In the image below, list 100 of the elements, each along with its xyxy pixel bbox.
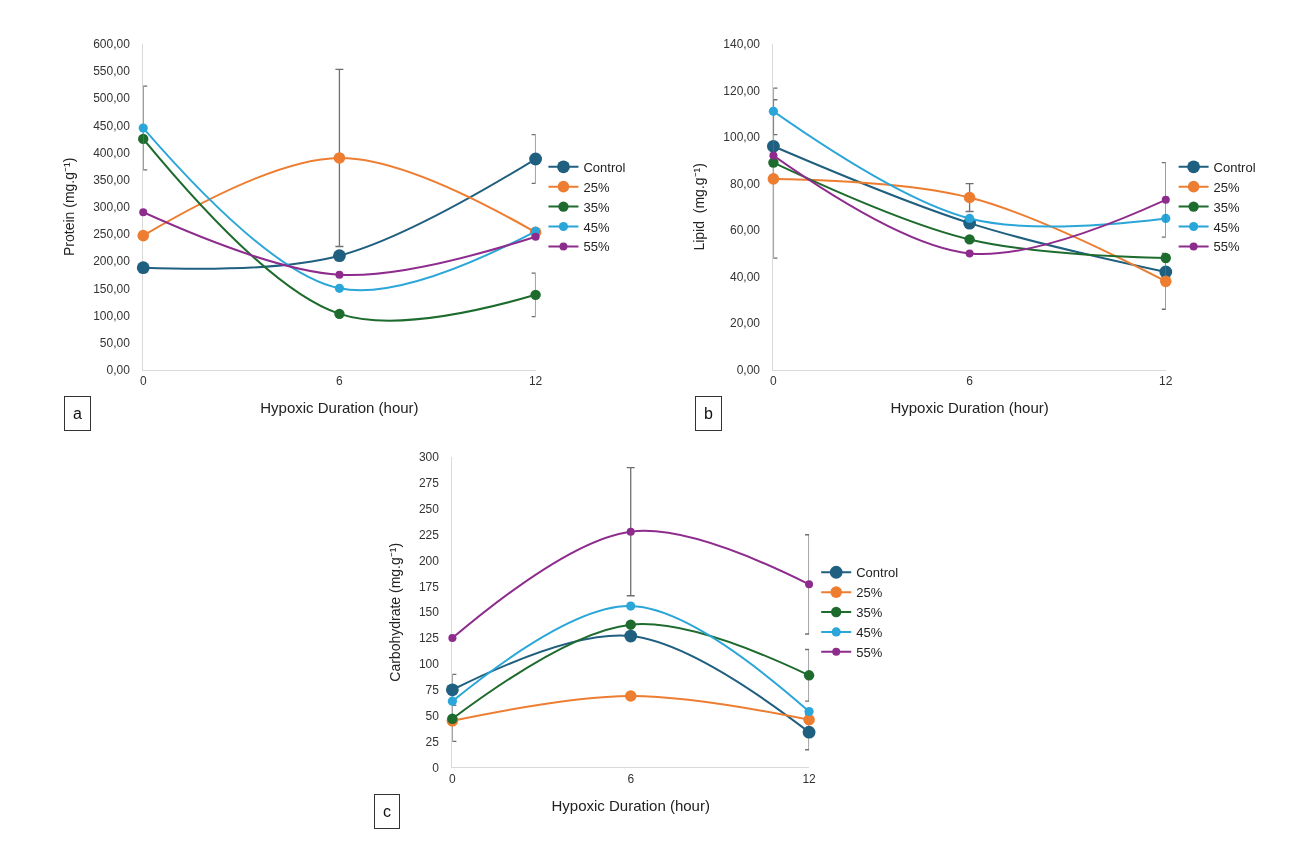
legend-label: 45% [1213,219,1241,235]
point [445,683,459,697]
y-tick-label: 450,00 [93,118,131,133]
y-tick-label: 275 [418,476,440,491]
legend-label: Control [583,159,626,175]
y-tick-label: 50 [425,708,440,723]
y-tick-label: 225 [418,527,440,542]
point [964,213,975,224]
point [1160,252,1171,264]
legend-label: 25% [1213,179,1241,195]
y-axis-title: Lipid (mg.g⁻¹) [690,163,707,251]
text: c [383,803,391,820]
y-tick-label: 550,00 [93,64,131,79]
x-axis-title: Hypoxic Duration (hour) [260,399,419,417]
y-tick-label: 120,00 [723,83,761,98]
point [626,527,635,536]
point [136,261,150,275]
point [964,234,975,245]
y-tick-label: 80,00 [729,176,761,191]
y-tick-label: 250,00 [93,227,131,242]
y-tick-label: 140,00 [723,37,761,52]
text: b [704,405,713,422]
y-tick-label: 100,00 [93,308,131,323]
legend-label: Control [1213,159,1256,175]
point [803,670,815,681]
point [769,151,778,160]
y-tick-label: 600,00 [93,37,131,52]
point [448,634,457,643]
point [624,690,637,702]
point [333,249,346,263]
y-tick-label: 50,00 [99,335,131,350]
point [1161,195,1170,204]
point [447,696,457,706]
legend-label: 55% [856,644,883,660]
legend-label: 55% [583,239,610,255]
x-tick-label: 12 [1159,374,1173,389]
x-tick-label: 0 [449,771,457,786]
point [805,580,814,589]
y-tick-label: 300 [418,450,440,465]
y-tick-label: 0 [432,760,440,775]
point [333,152,346,164]
y-tick-label: 300,00 [93,200,131,215]
legend-label: 25% [856,585,883,601]
x-tick-label: 12 [528,374,543,389]
y-tick-label: 100,00 [723,130,761,145]
y-tick-label: 350,00 [93,172,131,187]
legend-label: 35% [1213,199,1241,215]
y-tick-label: 25 [425,734,440,749]
y-tick-label: 20,00 [729,316,761,331]
point [531,232,540,241]
point [138,133,149,145]
point [529,152,542,166]
x-tick-label: 6 [627,771,635,786]
point [334,308,345,320]
point [334,283,345,293]
y-tick-label: 150,00 [93,281,131,296]
y-tick-label: 75 [425,682,440,697]
y-tick-label: 200,00 [93,254,131,269]
point [137,229,150,242]
x-axis-title: Hypoxic Duration (hour) [551,796,710,814]
x-tick-label: 6 [336,374,344,389]
y-tick-label: 0,00 [736,363,761,377]
legend-label: 35% [583,199,610,215]
legend-label: 55% [1213,239,1241,255]
point [139,208,148,217]
y-axis-title: Protein (mg.g⁻¹) [60,157,77,256]
point [530,289,541,301]
x-tick-label: 0 [139,374,147,389]
legend-label: Control [856,565,899,581]
x-tick-label: 0 [770,374,778,389]
y-tick-label: 175 [418,579,440,594]
y-tick-label: 0,00 [106,363,131,377]
point [767,173,780,185]
y-tick-label: 125 [418,631,440,646]
point [768,106,778,116]
point [963,191,976,204]
y-tick-label: 40,00 [729,269,761,284]
legend-label: 45% [583,219,610,235]
point [802,725,816,739]
y-tick-label: 500,00 [93,91,131,106]
point [138,123,148,133]
legend-label: 35% [856,605,883,621]
point [624,629,638,643]
x-tick-label: 12 [802,771,817,786]
x-axis-title: Hypoxic Duration (hour) [890,399,1049,417]
y-tick-label: 60,00 [729,223,761,238]
y-tick-label: 400,00 [93,145,131,160]
point [804,706,814,717]
point [1159,275,1172,288]
text: a [73,405,82,422]
y-tick-label: 200 [418,553,440,568]
legend-label: 25% [583,179,610,195]
y-axis-title: Carbohydrate (mg.g⁻¹) [386,542,403,682]
point [625,619,636,630]
y-tick-label: 150 [418,605,440,620]
y-tick-label: 250 [418,502,440,517]
point [335,270,344,279]
x-tick-label: 6 [966,374,974,389]
point [626,601,636,611]
legend-label: 45% [856,624,883,640]
